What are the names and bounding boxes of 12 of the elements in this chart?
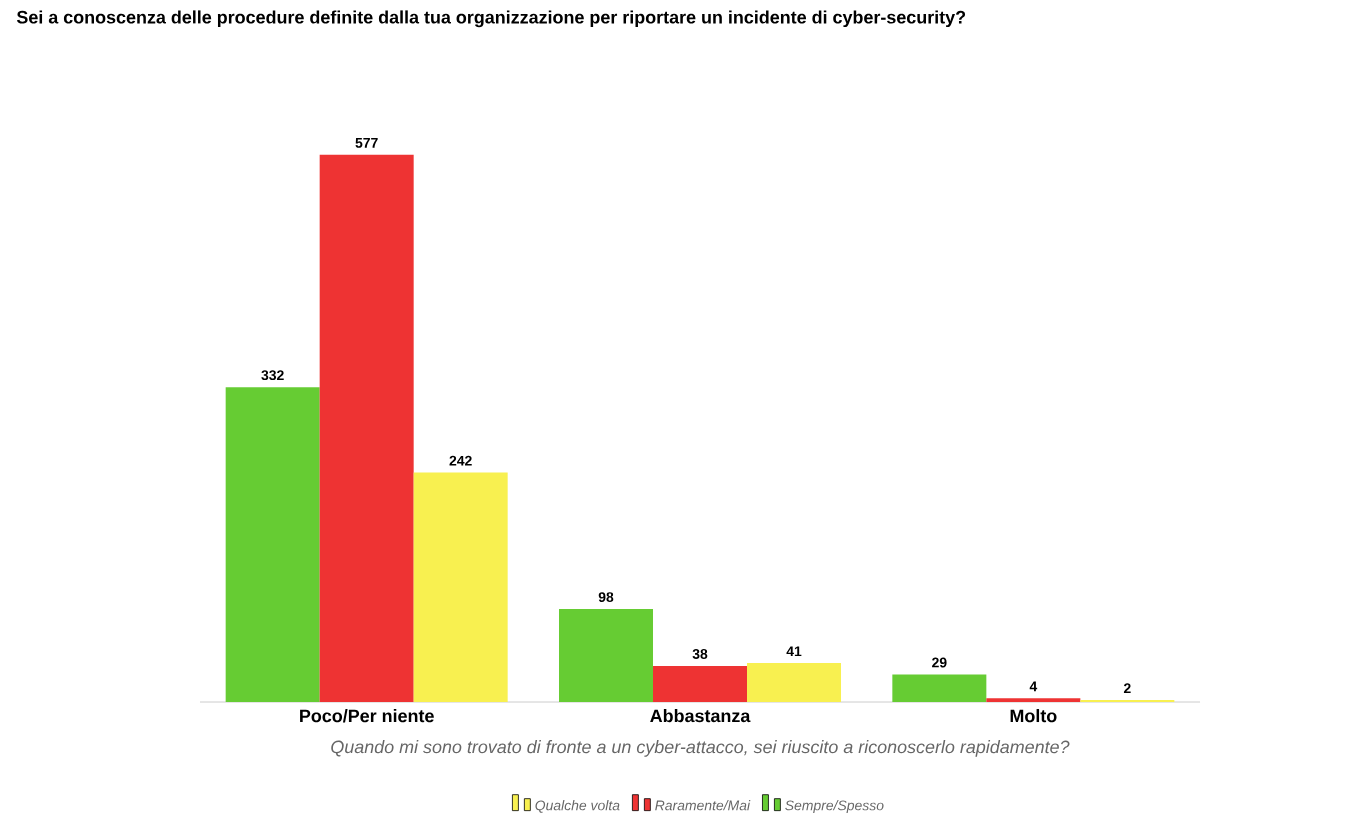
bar <box>747 663 842 702</box>
bar <box>892 674 987 702</box>
x-tick-label: Abbastanza <box>650 709 751 723</box>
x-tick-label: Poco/Per niente <box>300 709 434 723</box>
chart-title: Sei a conoscenza delle procedure definite dalla tua organizzazione per riportare un incidente di cyber-security? <box>16 10 966 28</box>
x-axis-title: Quando mi sono trovato di fronte a un cyber-attacco, sei riuscito a riconoscerlo rapidamente? <box>331 740 1070 757</box>
bar <box>653 665 748 702</box>
bar <box>559 609 654 702</box>
x-tick-label: Molto <box>1010 709 1057 723</box>
bar <box>225 387 320 702</box>
bar <box>413 472 508 702</box>
bar <box>319 154 414 702</box>
